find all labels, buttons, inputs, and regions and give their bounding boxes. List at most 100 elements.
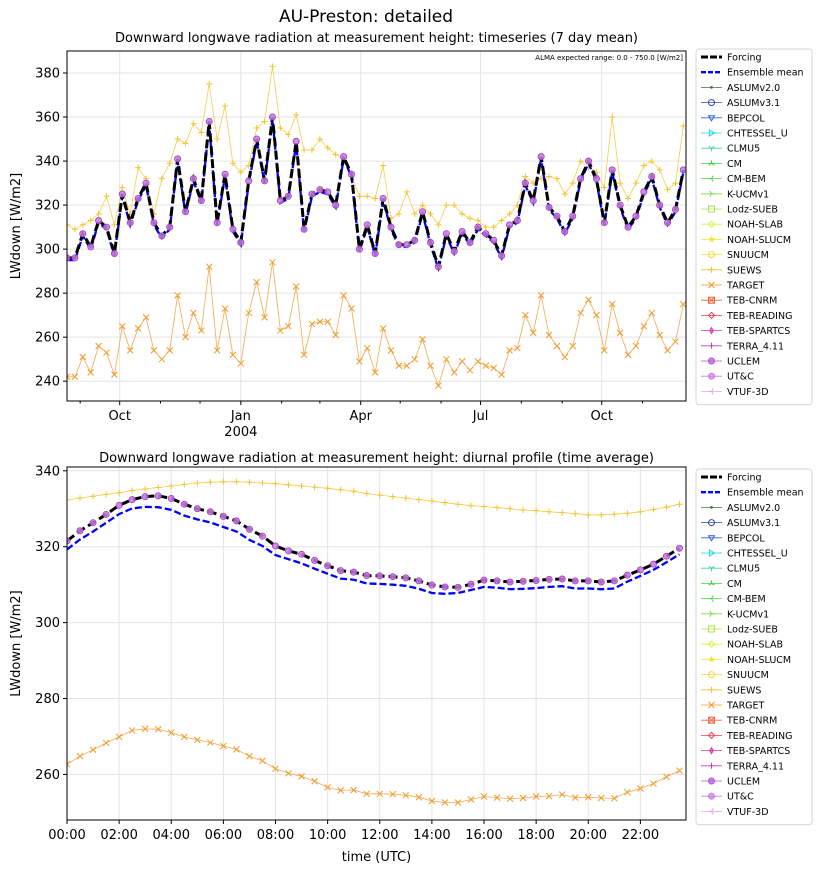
data-point [128,496,136,504]
data-point [546,508,553,515]
data-point [214,136,221,143]
data-point [600,219,608,227]
data-point [350,786,358,794]
data-point [189,175,197,183]
legend-item: TERRA_4.11 [701,761,784,772]
data-point [285,547,293,555]
data-point [245,177,253,185]
legend-marker-clmu5 [708,145,715,152]
data-point [298,772,305,780]
data-point [577,175,585,183]
data-point [259,479,266,486]
legend-marker-teb-reading [707,731,716,740]
data-point [442,230,450,238]
x-tick-label: 02:00 [100,828,137,843]
data-point [272,765,279,773]
data-point [411,236,419,244]
legend-label: ASLUMv2.0 [727,503,780,514]
data-point [141,493,149,501]
data-point [166,223,174,231]
data-point [506,347,513,354]
data-point [577,309,584,317]
legend-item: TEB-READING [701,731,792,742]
data-point [520,506,527,513]
data-point [95,342,102,350]
data-point [558,791,566,798]
data-point [67,373,71,381]
legend-item: SNUUCM [701,670,769,681]
data-point [154,725,162,733]
legend-label: TEB-SPARTCS [726,746,790,757]
data-point [95,216,103,224]
legend-marker-vtuf-3d [708,388,714,395]
series-line-target [67,728,680,803]
data-point [389,573,397,581]
data-point [79,230,87,238]
data-point [482,230,490,238]
legend-label: UT&C [727,372,754,383]
data-point [167,729,175,737]
data-point [194,479,201,486]
legend-label: Ensemble mean [727,68,804,79]
data-point [293,111,300,118]
data-point [450,247,458,255]
legend-marker-noah-slucm [708,655,715,663]
data-point [166,347,174,354]
data-point [482,224,489,231]
data-point [292,137,300,145]
legend-marker-aslumv2-0 [710,86,713,89]
legend-label: UCLEM [727,777,760,788]
data-point [648,172,656,180]
data-point [193,736,201,744]
data-point [443,202,450,209]
data-point [115,501,123,509]
legend-item: CLMU5 [701,564,760,575]
data-point [324,485,331,492]
data-point [585,511,592,518]
data-point [298,550,306,558]
data-point [467,502,474,509]
data-point [427,210,434,217]
data-point [676,767,683,775]
data-point [506,578,514,586]
legend-item: CLMU5 [701,144,760,155]
legend-label: VTUF-3D [727,807,769,818]
data-point [490,364,498,372]
x-tick-label: 04:00 [153,828,190,843]
legend-item: NOAH-SLAB [701,640,783,651]
data-point [158,175,165,182]
data-point [553,342,561,350]
data-point [434,263,442,271]
data-point [395,362,403,370]
data-point [592,175,600,183]
legend-marker-ut-c [708,792,715,800]
data-point [229,351,237,359]
data-point [403,362,411,370]
data-point [219,512,227,520]
forcing-overlay-markers [67,113,686,271]
legend-item: BEPCOL [701,113,765,124]
data-point [474,223,482,231]
data-point [597,578,605,586]
data-point [490,224,497,231]
legend-marker-teb-spartcs [709,746,714,755]
data-point [648,309,656,317]
data-point [190,309,197,317]
data-point [142,313,150,321]
data-point [402,791,410,799]
data-point [174,291,181,299]
data-point [337,486,344,493]
data-point [623,571,631,579]
chart-panel-2: Downward longwave radiation at measureme… [9,451,813,865]
x-tick-label: 00:00 [48,828,85,843]
x-tick-label: 06:00 [205,828,242,843]
series-group [67,478,683,806]
series-line-target [67,262,684,387]
data-point [363,790,371,798]
data-point [103,491,110,498]
data-point [428,797,436,805]
legend-item: Lodz-SUEB [701,205,778,216]
legend-label: UT&C [727,792,754,803]
data-point [198,129,205,136]
data-point [656,331,664,339]
